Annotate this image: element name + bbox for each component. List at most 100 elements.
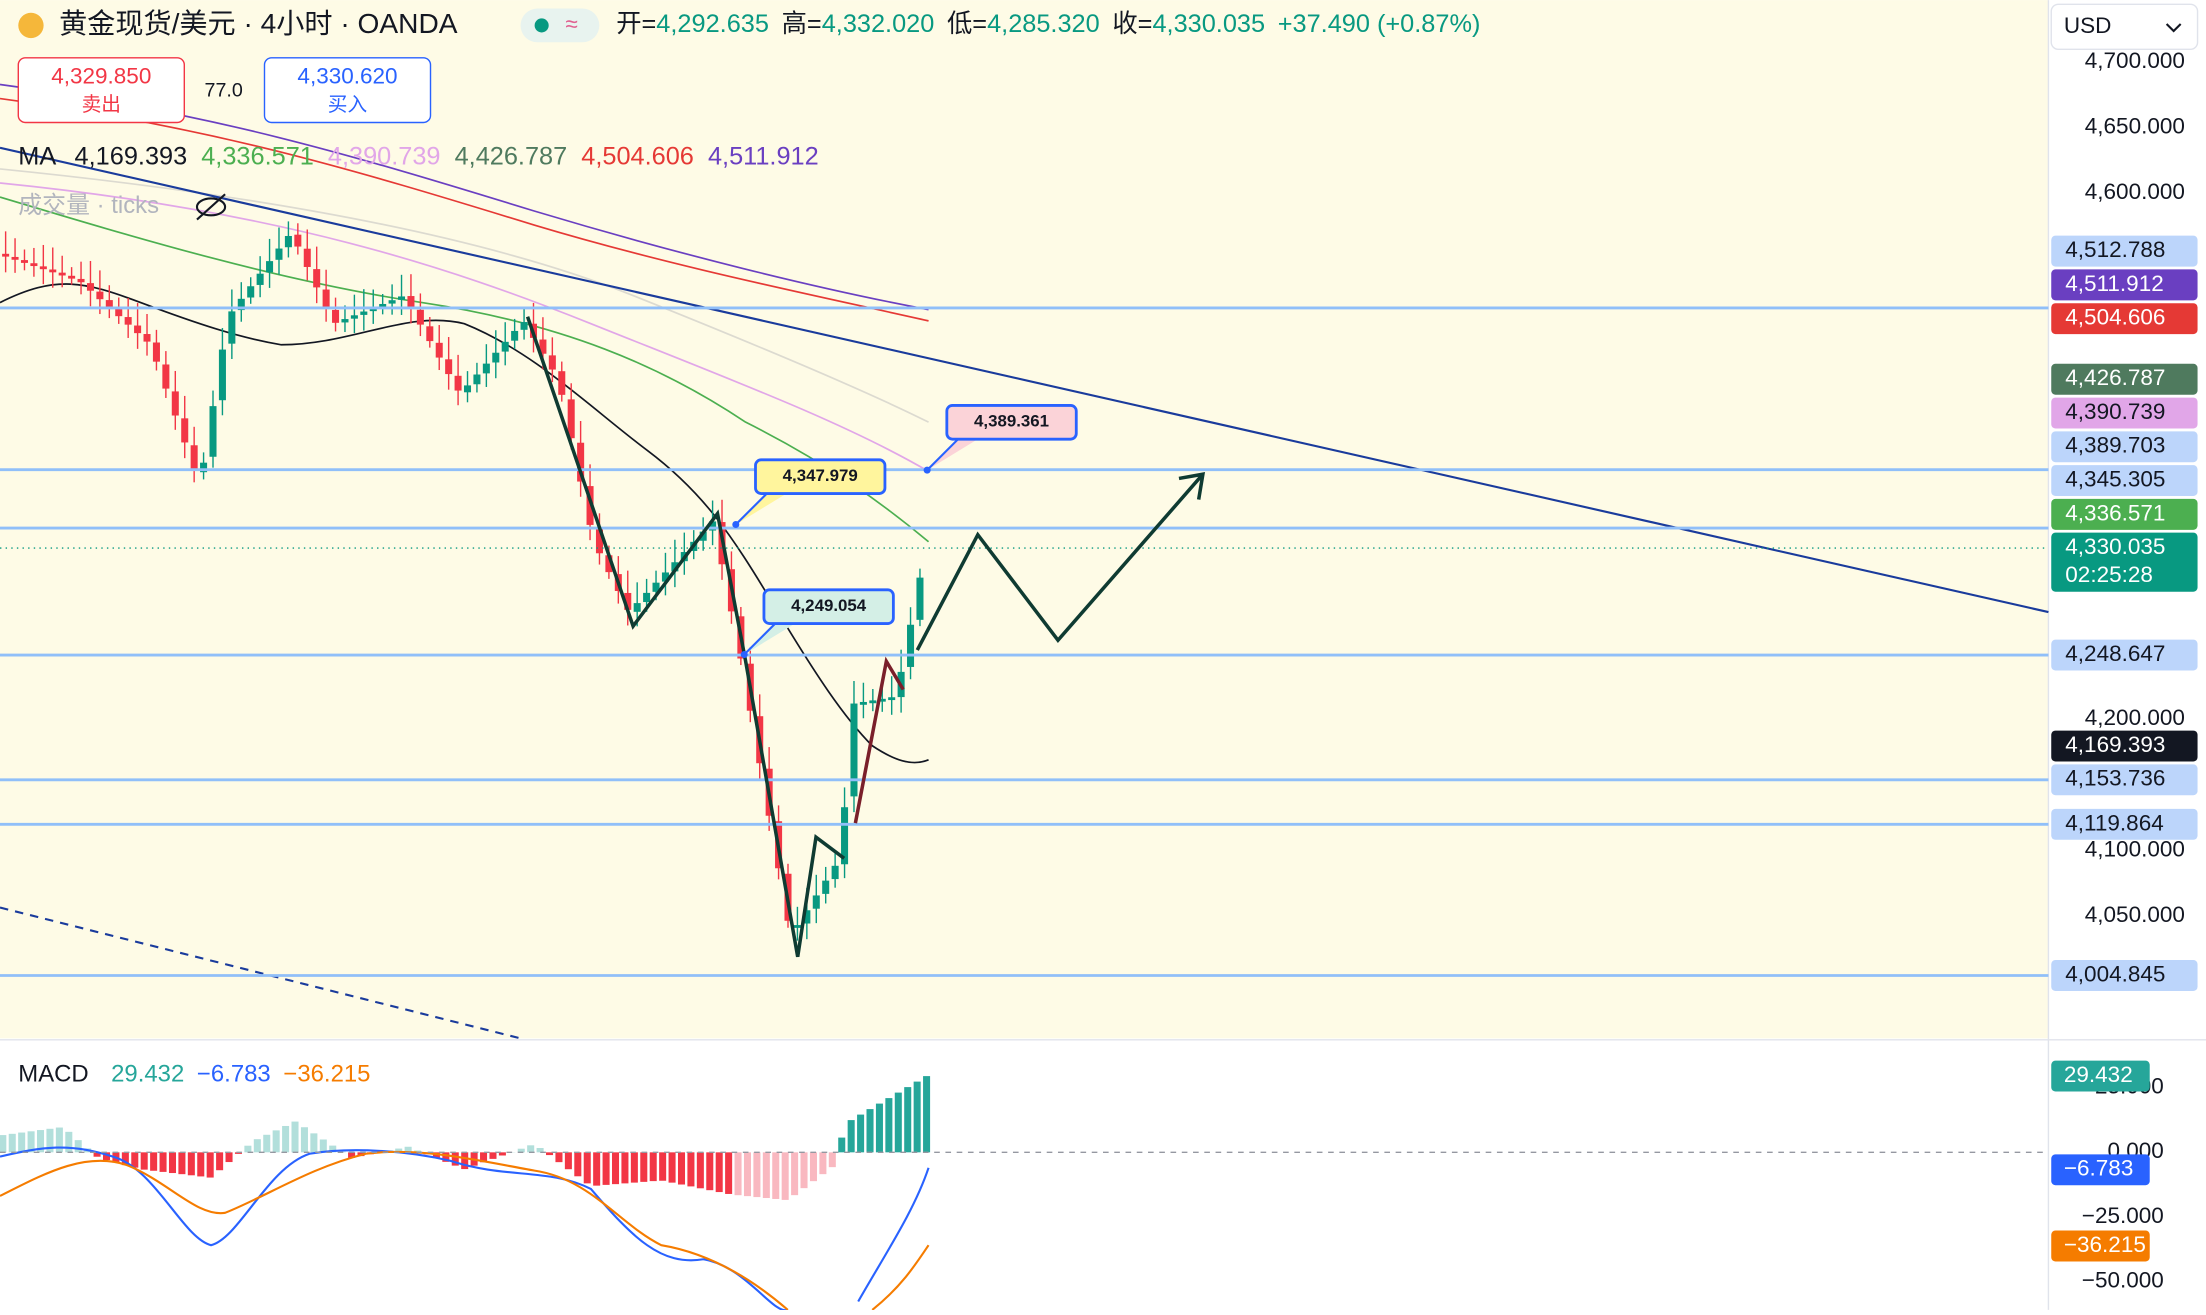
candle-body — [483, 364, 490, 374]
macd-bar — [782, 1152, 789, 1200]
macd-bar — [555, 1152, 562, 1162]
macd-bar — [631, 1152, 638, 1182]
macd-tick-label: −25.000 — [2082, 1203, 2164, 1228]
macd-bar — [65, 1132, 72, 1152]
candle-body — [850, 704, 857, 797]
ohlc-label: 收= — [1112, 10, 1152, 38]
ma-value: 4,504.606 — [581, 142, 694, 170]
candle-body — [389, 300, 396, 303]
candle-body — [247, 286, 254, 297]
candle-body — [888, 697, 895, 700]
symbol: 黄金现货/美元 · 4小时 · OANDA — [59, 8, 458, 39]
buy-price: 4,330.620 — [297, 63, 397, 88]
macd-bar — [744, 1152, 751, 1196]
candle-body — [360, 312, 367, 315]
macd-bar — [791, 1152, 798, 1195]
macd-bar — [678, 1152, 685, 1184]
candle-body — [153, 343, 160, 362]
macd-tag-label: −6.783 — [2064, 1156, 2133, 1181]
ohlc-label: 低= — [947, 10, 987, 38]
candle-body — [2, 254, 9, 257]
callout-label: 4,389.361 — [974, 412, 1049, 431]
candle-body — [40, 266, 47, 269]
price-tag-label: 4,511.912 — [2065, 271, 2163, 296]
candle-body — [257, 274, 264, 285]
macd-readout: −36.215 — [283, 1060, 370, 1087]
candle-body — [549, 355, 556, 369]
candle-body — [521, 322, 528, 330]
sell-price: 4,329.850 — [51, 63, 151, 88]
callout-label: 4,249.054 — [791, 596, 867, 615]
candle-body — [436, 343, 443, 358]
macd-bar — [150, 1152, 157, 1170]
macd-bar — [640, 1152, 647, 1182]
macd-bar — [706, 1152, 713, 1190]
candle-body — [115, 309, 122, 317]
candle-body — [125, 317, 132, 325]
macd-bar — [904, 1087, 911, 1152]
macd-bar — [178, 1152, 185, 1174]
candle-body — [426, 326, 433, 341]
macd-bar — [18, 1133, 25, 1153]
price-tag-label: 4,389.703 — [2065, 433, 2165, 458]
macd-bar — [263, 1135, 270, 1153]
candle-body — [407, 296, 414, 308]
callout-point — [732, 521, 739, 528]
candle-body — [144, 334, 151, 342]
change: +37.490 (+0.87%) — [1278, 10, 1481, 38]
candle-body — [813, 895, 820, 908]
macd-bar — [160, 1152, 167, 1172]
candle-body — [87, 283, 94, 291]
macd-bar — [650, 1152, 657, 1181]
candle-body — [275, 249, 282, 260]
macd-bar — [244, 1146, 251, 1153]
ma-value: 4,169.393 — [75, 142, 188, 170]
price-tag-label: 4,004.845 — [2065, 961, 2165, 986]
countdown: 02:25:28 — [2065, 562, 2153, 587]
price-tag-label: 4,504.606 — [2065, 305, 2165, 330]
price-tag-label: 4,248.647 — [2065, 641, 2165, 666]
ma-value: 4,390.739 — [328, 142, 441, 170]
macd-bar — [735, 1152, 742, 1195]
candle-body — [134, 326, 141, 334]
macd-bar — [141, 1152, 148, 1169]
candle-body — [323, 290, 330, 308]
candle-body — [313, 269, 320, 287]
macd-bar — [75, 1140, 82, 1152]
candle-body — [266, 261, 273, 272]
ohlc-value: 4,332.020 — [822, 10, 935, 38]
candle-body — [294, 235, 301, 247]
macd-bar — [301, 1127, 308, 1152]
candle-body — [285, 236, 292, 247]
macd-bar — [801, 1152, 808, 1188]
volume-label: 成交量 · ticks — [18, 192, 159, 219]
macd-bar — [848, 1120, 855, 1152]
status-pill[interactable] — [521, 9, 600, 43]
candle-body — [634, 603, 641, 612]
ma-value: 4,426.787 — [455, 142, 568, 170]
macd-bar — [489, 1152, 496, 1159]
ohlc-value: 4,285.320 — [987, 10, 1100, 38]
candle-body — [191, 445, 198, 469]
y-tick-label: 4,650.000 — [2085, 114, 2185, 139]
price-tag-label: 4,119.864 — [2065, 810, 2163, 835]
macd-tag-label: 29.432 — [2064, 1062, 2133, 1087]
price-tag-label: 4,169.393 — [2065, 732, 2165, 757]
macd-bar — [603, 1152, 610, 1185]
macd-bar — [621, 1152, 628, 1183]
candle-body — [832, 866, 839, 879]
candle-body — [822, 881, 829, 894]
macd-bar — [772, 1152, 779, 1199]
ma-label: MA — [18, 142, 56, 170]
macd-readouts: 29.432−6.783−36.215 — [111, 1060, 370, 1087]
macd-bar — [829, 1152, 836, 1167]
candle-body — [473, 375, 480, 385]
candle-body — [209, 406, 216, 457]
candle-body — [445, 359, 452, 374]
macd-tick-label: −50.000 — [2082, 1268, 2164, 1293]
status-icon: ≈ — [566, 11, 578, 36]
macd-bar — [687, 1152, 694, 1186]
macd-bar — [574, 1152, 581, 1176]
candle-body — [398, 296, 405, 299]
